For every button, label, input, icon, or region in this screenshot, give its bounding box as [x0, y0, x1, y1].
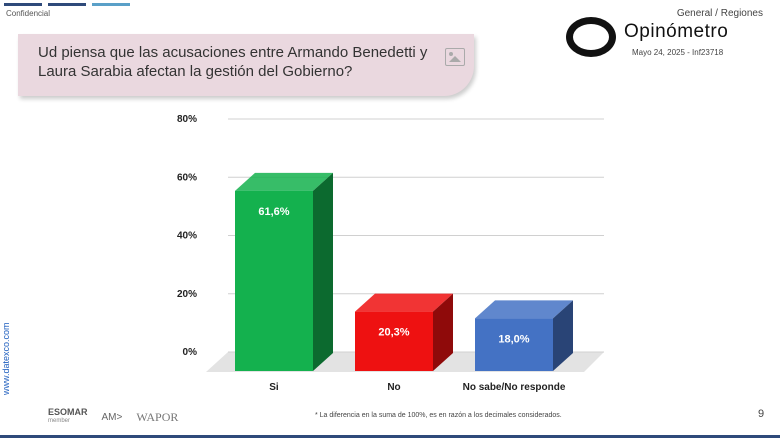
bar-top [235, 172, 333, 191]
data-label: 18,0% [498, 333, 529, 345]
question-box: Ud piensa que las acusaciones entre Arma… [18, 34, 474, 96]
bar [475, 318, 553, 371]
y-tick-label: 80% [177, 114, 197, 125]
x-category-label: No [387, 382, 400, 393]
report-date: Mayo 24, 2025 - Inf23718 [632, 48, 724, 57]
bar-side [553, 300, 573, 371]
y-tick-label: 0% [183, 347, 198, 358]
wapor-logo: WAPOR [136, 409, 179, 424]
website-link[interactable]: www.datexco.com [1, 322, 11, 395]
confidential-label: Confidencial [6, 9, 51, 18]
bar-top [355, 293, 453, 312]
x-category-label: Si [269, 382, 279, 393]
y-tick-label: 20% [177, 289, 197, 300]
y-tick-label: 40% [177, 231, 197, 242]
page-number: 9 [758, 408, 765, 420]
y-tick-label: 60% [177, 172, 197, 183]
bar [235, 190, 313, 371]
footnote: * La diferencia en la suma de 100%, es e… [315, 412, 562, 419]
top-accent-bars [4, 3, 130, 6]
data-label: 61,6% [258, 206, 289, 218]
esomar-logo: ESOMAR member [48, 407, 88, 425]
bar-side [313, 172, 333, 371]
bar-side [433, 293, 453, 371]
amai-logo: AM> [101, 411, 123, 423]
brand-name: Opinómetro [624, 21, 729, 42]
opinometro-logo-icon [566, 17, 616, 57]
region-label: General / Regiones [676, 8, 763, 19]
bottom-accent-bar [0, 435, 780, 438]
bar-top [475, 300, 573, 319]
x-category-label: No sabe/No responde [463, 382, 566, 393]
question-text: Ud piensa que las acusaciones entre Arma… [38, 44, 428, 80]
member-logos: ESOMAR member AM> WAPOR [48, 408, 178, 426]
bar [355, 311, 433, 371]
image-placeholder-icon [445, 48, 465, 66]
data-label: 20,3% [378, 327, 409, 339]
